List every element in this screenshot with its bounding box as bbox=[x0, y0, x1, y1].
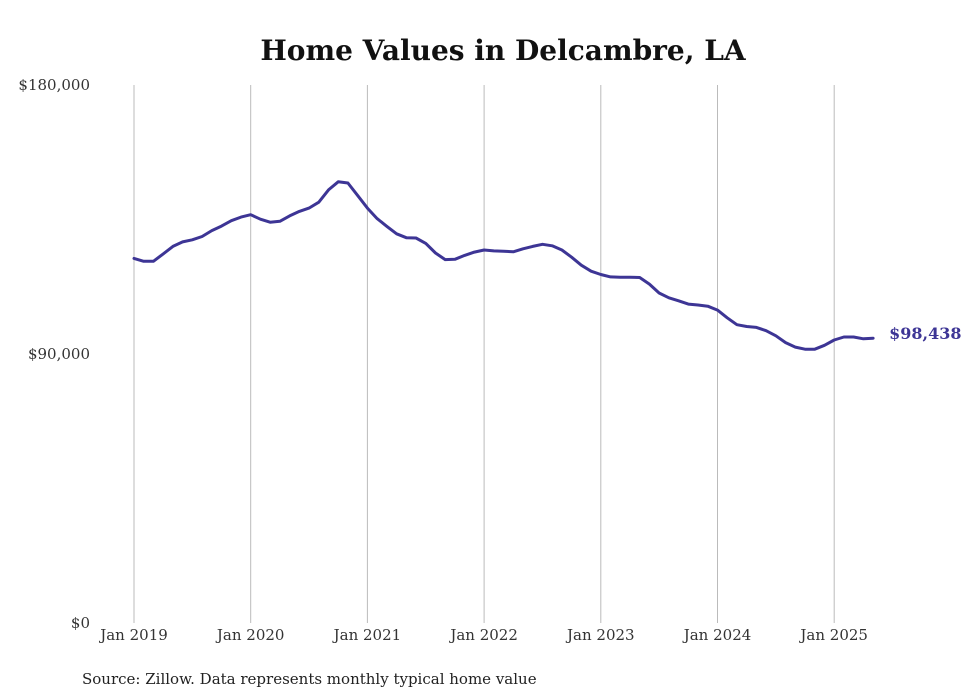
grid-lines bbox=[133, 85, 835, 623]
home-value-series-line bbox=[132, 180, 875, 351]
y-axis-ticks: $0 $90,000 $180,000 bbox=[18, 76, 90, 632]
x-tick-label: Jan 2020 bbox=[215, 626, 285, 644]
y-tick-label: $0 bbox=[71, 614, 90, 632]
y-tick-label: $180,000 bbox=[18, 76, 90, 94]
y-tick-label: $90,000 bbox=[28, 345, 90, 363]
x-tick-label: Jan 2025 bbox=[798, 626, 868, 644]
latest-value-label: $98,438 bbox=[889, 324, 961, 343]
x-tick-label: Jan 2022 bbox=[448, 626, 518, 644]
x-tick-label: Jan 2019 bbox=[98, 626, 168, 644]
chart-title: Home Values in Delcambre, LA bbox=[260, 34, 747, 67]
x-tick-label: Jan 2024 bbox=[682, 626, 752, 644]
x-tick-label: Jan 2021 bbox=[332, 626, 402, 644]
x-axis-ticks: Jan 2019 Jan 2020 Jan 2021 Jan 2022 Jan 2023… bbox=[98, 626, 868, 644]
source-note: Source: Zillow. Data represents monthly … bbox=[82, 670, 537, 688]
x-tick-label: Jan 2023 bbox=[565, 626, 635, 644]
